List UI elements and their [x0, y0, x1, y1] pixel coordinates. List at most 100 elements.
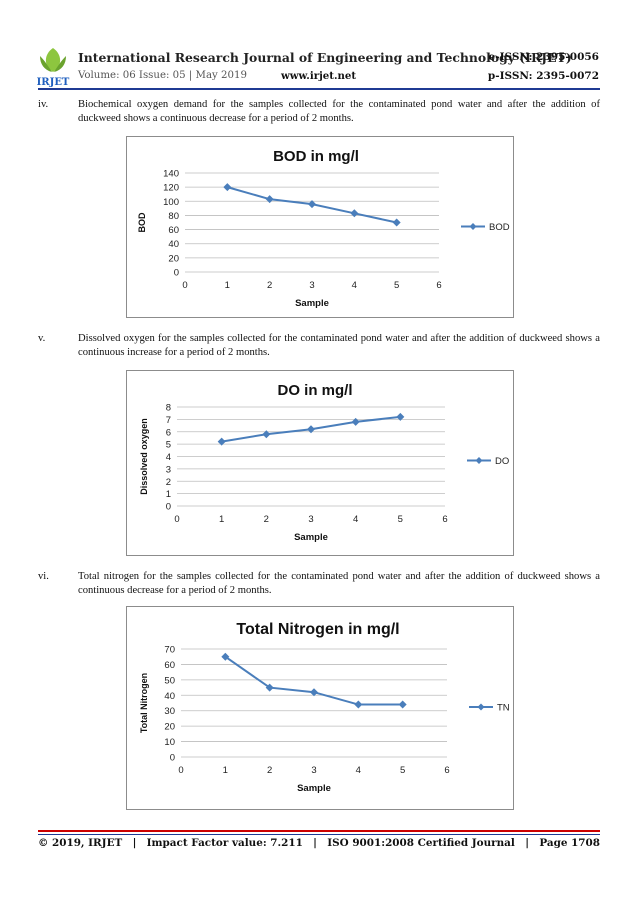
paragraph-text: Biochemical oxygen demand for the sample… [78, 99, 600, 124]
y-tick-label: 140 [163, 169, 179, 180]
x-tick-label: 6 [444, 765, 449, 776]
copyright: © 2019, IRJET [38, 837, 123, 849]
data-point [262, 430, 271, 439]
y-tick-label: 100 [163, 197, 179, 208]
chart-title: DO in mg/l [278, 382, 353, 399]
x-tick-label: 4 [353, 514, 358, 525]
y-tick-label: 20 [164, 722, 175, 733]
bod-chart: BOD in mg/l 0 20 40 60 80 100 120 140 0 1 2 3 4 5 6 Samp… [126, 136, 514, 318]
data-point [308, 200, 316, 209]
x-tick-label: 1 [225, 280, 230, 291]
paragraph-number: iv. [38, 99, 49, 110]
x-axis-label: Sample [297, 783, 331, 794]
x-tick-label: 4 [352, 280, 357, 291]
data-point [392, 218, 401, 227]
x-tick-label: 2 [264, 514, 269, 525]
paragraph-number: v. [38, 333, 46, 344]
series-line [224, 655, 403, 706]
legend-label: TN [497, 703, 510, 714]
x-axis-label: Sample [295, 298, 329, 309]
x-tick-label: 0 [178, 765, 183, 776]
footer-separator: | [525, 837, 529, 849]
page-number: Page 1708 [539, 837, 600, 849]
irjet-logo-icon: IRJET [37, 48, 70, 88]
y-tick-label: 120 [163, 183, 179, 194]
paragraph-v: v. Dissolved oxygen for the samples coll… [38, 332, 600, 362]
data-point [217, 437, 226, 446]
x-tick-label: 0 [182, 280, 187, 291]
chart-title: BOD in mg/l [273, 148, 359, 165]
y-tick-label: 40 [168, 239, 179, 250]
volume-info: Volume: 06 Issue: 05 | May 2019 [78, 70, 247, 81]
page-header: IRJET International Research Journal of … [0, 0, 638, 96]
data-point [396, 412, 405, 421]
eissn: e-ISSN: 2395-0056 [488, 51, 599, 63]
data-point [354, 700, 363, 709]
x-tick-label: 4 [356, 765, 361, 776]
chart-svg: BOD in mg/l 0 20 40 60 80 100 120 140 0 1 2 3 4 5 6 Samp… [137, 148, 510, 309]
y-tick-label: 7 [166, 415, 171, 426]
y-tick-label: 0 [170, 753, 175, 764]
y-axis-label: BOD [137, 212, 147, 233]
x-tick-label: 6 [442, 514, 447, 525]
x-tick-label: 1 [219, 514, 224, 525]
y-tick-label: 3 [166, 464, 171, 475]
chart-svg: Total Nitrogen in mg/l 0 10 20 30 40 50 60 70 0 1 2… [139, 621, 510, 794]
paragraph-text: Total nitrogen for the samples collected… [78, 571, 600, 596]
data-point [350, 209, 359, 218]
x-tick-label: 3 [308, 514, 313, 525]
y-tick-label: 70 [164, 645, 175, 656]
data-point [307, 425, 315, 434]
data-point [265, 195, 274, 204]
y-axis-label: Dissolved oxygen [139, 418, 149, 495]
footer-divider [38, 830, 600, 832]
iso-certification: ISO 9001:2008 Certified Journal [327, 837, 515, 849]
paragraph-vi: vi. Total nitrogen for the samples colle… [38, 570, 600, 600]
x-tick-label: 5 [400, 765, 405, 776]
header-divider [38, 88, 600, 90]
impact-factor: Impact Factor value: 7.211 [146, 837, 303, 849]
x-tick-label: 2 [267, 280, 272, 291]
y-tick-label: 0 [166, 502, 171, 513]
paragraph-iv: iv. Biochemical oxygen demand for the sa… [38, 98, 600, 128]
pissn: p-ISSN: 2395-0072 [487, 70, 599, 82]
y-tick-label: 80 [168, 211, 179, 222]
y-axis-label: Total Nitrogen [139, 673, 149, 733]
data-point [310, 688, 318, 697]
footer-separator: | [132, 837, 137, 849]
journal-website-link[interactable]: www.irjet.net [281, 70, 357, 82]
y-tick-label: 10 [164, 737, 175, 748]
y-tick-label: 30 [164, 706, 175, 717]
footer-separator: | [313, 837, 317, 849]
y-tick-label: 6 [166, 427, 171, 438]
y-tick-label: 1 [166, 489, 171, 500]
x-tick-label: 0 [174, 514, 179, 525]
y-tick-label: 2 [166, 477, 171, 488]
journal-title: International Research Journal of Engine… [78, 50, 572, 65]
y-tick-label: 60 [164, 660, 175, 671]
data-point [221, 652, 230, 661]
x-tick-label: 5 [394, 280, 399, 291]
y-tick-label: 4 [166, 452, 171, 463]
paragraph-text: Dissolved oxygen for the samples collect… [78, 333, 600, 358]
data-point [398, 700, 407, 709]
x-tick-label: 6 [436, 280, 441, 291]
y-tick-label: 5 [166, 440, 171, 451]
do-chart: DO in mg/l 0 1 2 3 4 5 6 7 8 0 1 2 3 4 5 6 Sample Dissolve… [126, 370, 514, 556]
legend-label: BOD [489, 222, 510, 233]
y-tick-label: 8 [166, 403, 171, 414]
svg-text:IRJET: IRJET [37, 77, 70, 88]
x-tick-label: 2 [267, 765, 272, 776]
x-tick-label: 3 [311, 765, 316, 776]
legend-label: DO [495, 456, 509, 467]
footer-divider-thin [38, 834, 600, 835]
legend-marker [475, 457, 483, 464]
legend-marker [477, 703, 485, 711]
data-point [265, 683, 274, 692]
x-axis-label: Sample [294, 532, 328, 543]
y-tick-label: 40 [164, 691, 175, 702]
x-tick-label: 3 [309, 280, 314, 291]
y-tick-label: 0 [174, 268, 179, 279]
x-tick-label: 5 [398, 514, 403, 525]
